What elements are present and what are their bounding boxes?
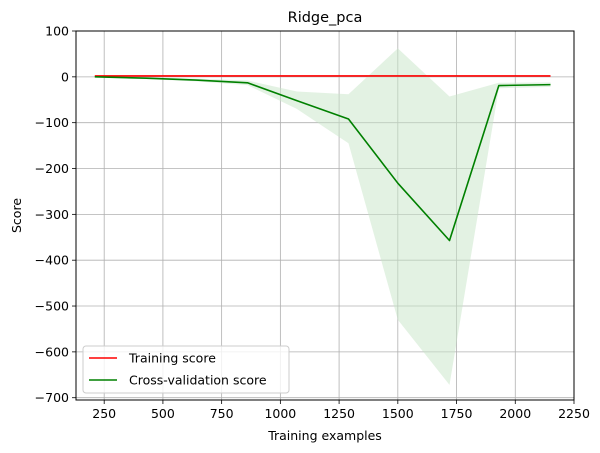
y-tick-label: −700 [35,390,69,405]
y-tick-label: −300 [35,207,69,222]
legend: Training score Cross-validation score [82,345,290,394]
legend-label: Cross-validation score [129,373,267,388]
y-tick-label: −100 [35,115,69,130]
series-lines [94,75,551,242]
x-tick-label: 1250 [323,406,355,421]
y-tick-label: −500 [35,299,69,314]
x-tick-label: 1000 [264,406,296,421]
x-axis-label: Training examples [267,428,382,443]
y-tick-label: −200 [35,161,69,176]
cv-score-band [94,48,551,385]
y-axis-label: Score [9,198,24,233]
cv-score-line [94,76,551,242]
y-tick-label: 100 [45,24,69,39]
x-tick-label: 750 [210,406,234,421]
y-tick-label: 0 [61,69,69,84]
chart-title: Ridge_pca [288,10,363,26]
legend-label: Training score [128,351,216,366]
plot-frame [75,30,575,401]
ticks: 250 500 750 1000 1250 1500 1750 2000 22501000−10… [35,24,590,422]
y-tick-label: −400 [35,253,69,268]
x-tick-label: 2250 [558,406,590,421]
confidence-bands [94,48,551,385]
x-tick-label: 2000 [499,406,531,421]
x-tick-label: 1500 [382,406,414,421]
x-tick-label: 500 [151,406,175,421]
legend-box [82,345,290,394]
x-tick-label: 1750 [441,406,473,421]
y-tick-label: −600 [35,344,69,359]
x-tick-label: 250 [92,406,116,421]
